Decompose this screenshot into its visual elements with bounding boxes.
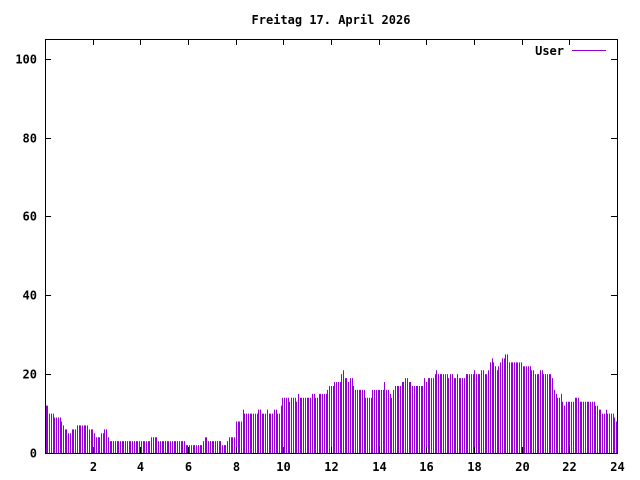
x-tick-label: 24 — [610, 460, 624, 474]
x-tick-label: 4 — [137, 460, 144, 474]
y-tick-label: 20 — [23, 368, 37, 382]
x-tick-label: 22 — [562, 460, 576, 474]
x-tick-label: 20 — [515, 460, 529, 474]
x-tick-label: 12 — [324, 460, 338, 474]
x-axis: 2 4 6 8 10 12 14 16 18 20 22 24 — [90, 39, 625, 474]
x-tick-label: 18 — [467, 460, 481, 474]
y-tick-label: 0 — [30, 447, 37, 461]
y-axis: 0 20 40 60 80 100 — [15, 53, 617, 461]
chart-title: Freitag 17. April 2026 — [252, 13, 411, 27]
legend-label-user: User — [535, 44, 564, 58]
x-tick-label: 2 — [90, 460, 97, 474]
y-tick-label: 40 — [23, 289, 37, 303]
legend: User — [535, 44, 606, 58]
y-tick-label: 100 — [15, 53, 37, 67]
bar-series — [46, 354, 617, 453]
y-tick-label: 80 — [23, 132, 37, 146]
x-tick-label: 14 — [372, 460, 386, 474]
x-tick-label: 16 — [419, 460, 433, 474]
x-tick-label: 10 — [276, 460, 290, 474]
y-tick-label: 60 — [23, 210, 37, 224]
x-tick-label: 6 — [185, 460, 192, 474]
x-tick-label: 8 — [233, 460, 240, 474]
